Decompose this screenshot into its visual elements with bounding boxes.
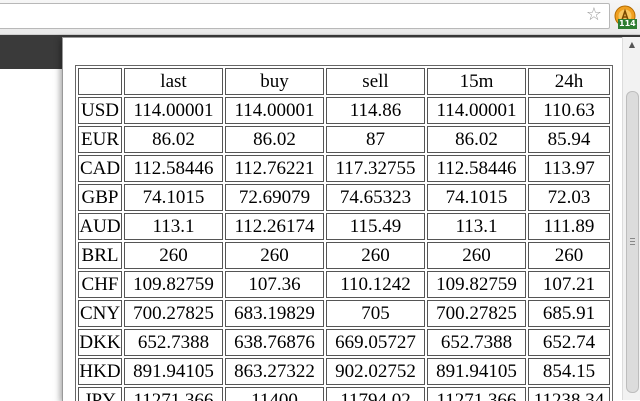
- currency-cell: JPY: [78, 387, 122, 401]
- 24h-cell: 85.94: [528, 126, 610, 153]
- currency-cell: HKD: [78, 358, 122, 385]
- last-cell: 260: [124, 242, 223, 269]
- sell-cell: 74.65323: [326, 184, 425, 211]
- exchange-rates-table: last buy sell 15m 24h USD 114.00001 114.00…: [75, 65, 613, 401]
- last-cell: 700.27825: [124, 300, 223, 327]
- buy-cell: 112.76221: [225, 155, 324, 182]
- sell-cell: 669.05727: [326, 329, 425, 356]
- table-row: CHF 109.82759 107.36 110.1242 109.82759 107.2…: [78, 271, 610, 298]
- 15m-cell: 114.00001: [427, 97, 526, 124]
- table-row: HKD 891.94105 863.27322 902.02752 891.94105 8…: [78, 358, 610, 385]
- header-24h: 24h: [528, 68, 610, 95]
- 24h-cell: 685.91: [528, 300, 610, 327]
- buy-cell: 260: [225, 242, 324, 269]
- 24h-cell: 111.89: [528, 213, 610, 240]
- thumb-grip: [630, 241, 635, 242]
- sell-cell: 110.1242: [326, 271, 425, 298]
- scroll-thumb[interactable]: [626, 91, 639, 393]
- table-row: AUD 113.1 112.26174 115.49 113.1 111.89: [78, 213, 610, 240]
- 15m-cell: 700.27825: [427, 300, 526, 327]
- 15m-cell: 112.58446: [427, 155, 526, 182]
- last-cell: 652.7388: [124, 329, 223, 356]
- thumb-grip: [630, 244, 635, 245]
- buy-cell: 863.27322: [225, 358, 324, 385]
- 24h-cell: 72.03: [528, 184, 610, 211]
- 15m-cell: 113.1: [427, 213, 526, 240]
- table-row: DKK 652.7388 638.76876 669.05727 652.7388 652…: [78, 329, 610, 356]
- sell-cell: 87: [326, 126, 425, 153]
- currency-cell: GBP: [78, 184, 122, 211]
- currency-cell: AUD: [78, 213, 122, 240]
- 24h-cell: 854.15: [528, 358, 610, 385]
- 15m-cell: 891.94105: [427, 358, 526, 385]
- extension-popup: last buy sell 15m 24h USD 114.00001 114.00…: [62, 37, 640, 401]
- scroll-up-arrow-icon[interactable]: ▲: [628, 40, 636, 49]
- currency-cell: CNY: [78, 300, 122, 327]
- last-cell: 113.1: [124, 213, 223, 240]
- currency-cell: CHF: [78, 271, 122, 298]
- 24h-cell: 11238.34: [528, 387, 610, 401]
- header-row: last buy sell 15m 24h: [78, 68, 610, 95]
- 15m-cell: 109.82759: [427, 271, 526, 298]
- browser-toolbar: ☆ 114: [0, 0, 640, 35]
- 15m-cell: 260: [427, 242, 526, 269]
- currency-cell: USD: [78, 97, 122, 124]
- currency-cell: EUR: [78, 126, 122, 153]
- table-row: EUR 86.02 86.02 87 86.02 85.94: [78, 126, 610, 153]
- 24h-cell: 107.21: [528, 271, 610, 298]
- header-last: last: [124, 68, 223, 95]
- table-row: GBP 74.1015 72.69079 74.65323 74.1015 72.03: [78, 184, 610, 211]
- star-icon[interactable]: ☆: [585, 4, 603, 25]
- last-cell: 86.02: [124, 126, 223, 153]
- 15m-cell: 652.7388: [427, 329, 526, 356]
- last-cell: 891.94105: [124, 358, 223, 385]
- table-row: CAD 112.58446 112.76221 117.32755 112.58446 1…: [78, 155, 610, 182]
- 24h-cell: 110.63: [528, 97, 610, 124]
- last-cell: 74.1015: [124, 184, 223, 211]
- buy-cell: 72.69079: [225, 184, 324, 211]
- buy-cell: 683.19829: [225, 300, 324, 327]
- popup-scrollbar[interactable]: ▲: [622, 37, 640, 400]
- rates-table-body: last buy sell 15m 24h USD 114.00001 114.00…: [78, 68, 610, 401]
- last-cell: 114.00001: [124, 97, 223, 124]
- last-cell: 109.82759: [124, 271, 223, 298]
- sell-cell: 902.02752: [326, 358, 425, 385]
- header-15m: 15m: [427, 68, 526, 95]
- buy-cell: 86.02: [225, 126, 324, 153]
- last-cell: 11271.366: [124, 387, 223, 401]
- sell-cell: 11794.02: [326, 387, 425, 401]
- currency-cell: DKK: [78, 329, 122, 356]
- header-sell: sell: [326, 68, 425, 95]
- extension-badge: 114: [618, 19, 637, 29]
- table-row: JPY 11271.366 11400 11794.02 11271.366 11238.…: [78, 387, 610, 401]
- sell-cell: 115.49: [326, 213, 425, 240]
- 24h-cell: 652.74: [528, 329, 610, 356]
- table-row: USD 114.00001 114.00001 114.86 114.00001 110.…: [78, 97, 610, 124]
- currency-cell: CAD: [78, 155, 122, 182]
- buy-cell: 107.36: [225, 271, 324, 298]
- address-bar[interactable]: [0, 3, 610, 29]
- table-row: BRL 260 260 260 260 260: [78, 242, 610, 269]
- buy-cell: 112.26174: [225, 213, 324, 240]
- buy-cell: 11400: [225, 387, 324, 401]
- page-text-behind-popup: [193, 38, 613, 42]
- table-row: CNY 700.27825 683.19829 705 700.27825 685.91: [78, 300, 610, 327]
- sell-cell: 705: [326, 300, 425, 327]
- sell-cell: 114.86: [326, 97, 425, 124]
- sell-cell: 260: [326, 242, 425, 269]
- 15m-cell: 86.02: [427, 126, 526, 153]
- 24h-cell: 260: [528, 242, 610, 269]
- header-buy: buy: [225, 68, 324, 95]
- 15m-cell: 11271.366: [427, 387, 526, 401]
- buy-cell: 638.76876: [225, 329, 324, 356]
- currency-cell: BRL: [78, 242, 122, 269]
- sell-cell: 117.32755: [326, 155, 425, 182]
- header-corner: [78, 68, 122, 95]
- buy-cell: 114.00001: [225, 97, 324, 124]
- last-cell: 112.58446: [124, 155, 223, 182]
- 24h-cell: 113.97: [528, 155, 610, 182]
- thumb-grip: [630, 238, 635, 239]
- 15m-cell: 74.1015: [427, 184, 526, 211]
